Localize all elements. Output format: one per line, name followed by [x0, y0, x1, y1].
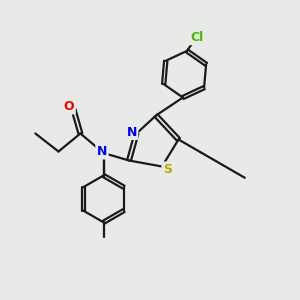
Text: S: S — [163, 163, 172, 176]
Text: Cl: Cl — [190, 31, 203, 44]
Text: N: N — [127, 125, 137, 139]
Text: N: N — [97, 145, 107, 158]
Text: O: O — [64, 100, 74, 113]
